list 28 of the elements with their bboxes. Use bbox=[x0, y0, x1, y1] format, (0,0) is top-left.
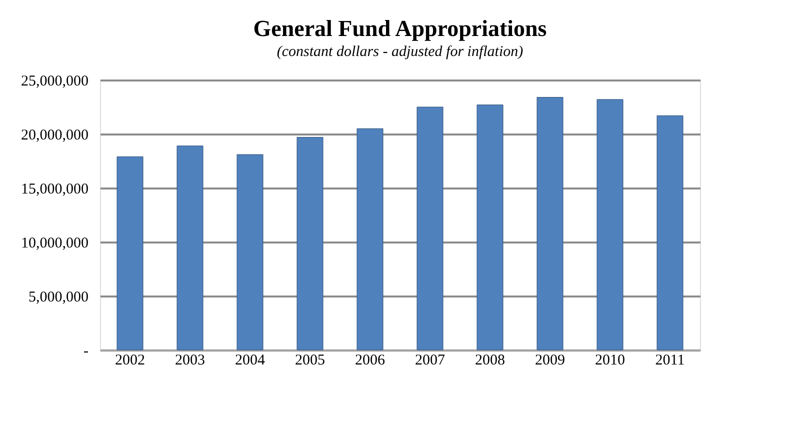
bar bbox=[236, 154, 264, 350]
bar bbox=[176, 146, 204, 350]
x-tick-label: 2006 bbox=[355, 352, 386, 368]
chart-title: General Fund Appropriations bbox=[253, 16, 547, 41]
bar bbox=[536, 97, 564, 350]
y-tick-label: 5,000,000 bbox=[28, 290, 88, 306]
x-tick-label: 2002 bbox=[115, 352, 145, 368]
y-tick-label: 25,000,000 bbox=[21, 74, 88, 90]
x-tick-label: 2005 bbox=[295, 352, 325, 368]
y-tick-label: - bbox=[84, 344, 88, 360]
bar bbox=[416, 106, 444, 350]
bar bbox=[656, 115, 684, 350]
x-tick-label: 2011 bbox=[655, 352, 685, 368]
y-tick-label: 10,000,000 bbox=[21, 236, 88, 252]
bar bbox=[596, 99, 624, 350]
x-tick-label: 2004 bbox=[235, 352, 266, 368]
bar bbox=[356, 128, 384, 350]
x-tick-label: 2007 bbox=[415, 352, 446, 368]
x-tick-label: 2009 bbox=[535, 352, 565, 368]
chart-subtitle: (constant dollars - adjusted for inflation) bbox=[276, 44, 524, 60]
bar bbox=[296, 136, 324, 350]
y-tick-label: 20,000,000 bbox=[21, 128, 88, 144]
x-tick-label: 2010 bbox=[595, 352, 625, 368]
x-tick-label: 2008 bbox=[475, 352, 505, 368]
y-tick-label: 15,000,000 bbox=[21, 182, 88, 198]
bar bbox=[476, 104, 504, 350]
x-tick-label: 2003 bbox=[175, 352, 205, 368]
bar bbox=[116, 156, 144, 350]
